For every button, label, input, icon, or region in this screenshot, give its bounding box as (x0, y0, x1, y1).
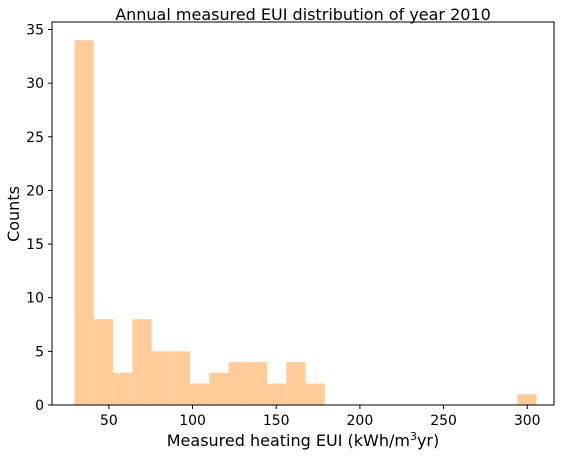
y-tick-label: 15 (26, 237, 44, 253)
x-axis-label: Measured heating EUI (kWh/m3yr) (167, 430, 440, 450)
histogram-bar (93, 319, 114, 405)
y-tick-label: 0 (35, 398, 44, 414)
chart-title: Annual measured EUI distribution of year… (115, 5, 491, 24)
histogram-bar (209, 372, 229, 405)
x-axis-label-suffix: yr) (417, 431, 439, 450)
y-axis-ticks: 0 5 10 15 20 25 30 35 (26, 23, 52, 414)
histogram-bar (286, 362, 306, 405)
histogram-bar (113, 372, 133, 405)
y-tick-label: 10 (26, 291, 44, 307)
histogram-bar (151, 351, 171, 405)
histogram-bar (305, 383, 325, 405)
x-tick-label: 300 (514, 413, 541, 429)
histogram-bar (190, 383, 210, 405)
x-axis-label-main: Measured heating EUI (kWh/m (167, 431, 410, 450)
histogram-bar (228, 362, 248, 405)
y-tick-label: 35 (26, 23, 44, 39)
y-tick-label: 20 (26, 183, 44, 199)
x-tick-label: 250 (430, 413, 457, 429)
y-tick-label: 25 (26, 130, 44, 146)
bars-group (74, 40, 537, 405)
histogram-bar (132, 319, 152, 405)
histogram-bar (267, 383, 287, 405)
x-axis-ticks: 50 100 150 200 250 300 (100, 405, 541, 429)
x-tick-label: 200 (347, 413, 374, 429)
y-axis-label: Counts (4, 186, 23, 242)
histogram-bar (170, 351, 191, 405)
x-axis-label-superscript: 3 (410, 430, 417, 443)
histogram-bar (247, 362, 268, 405)
y-tick-label: 30 (26, 76, 44, 92)
x-tick-label: 150 (263, 413, 290, 429)
histogram-bar (74, 40, 94, 405)
x-tick-label: 100 (179, 413, 206, 429)
x-tick-label: 50 (100, 413, 118, 429)
plot-frame (51, 21, 555, 406)
histogram-bar (517, 394, 537, 405)
y-tick-label: 5 (35, 344, 44, 360)
